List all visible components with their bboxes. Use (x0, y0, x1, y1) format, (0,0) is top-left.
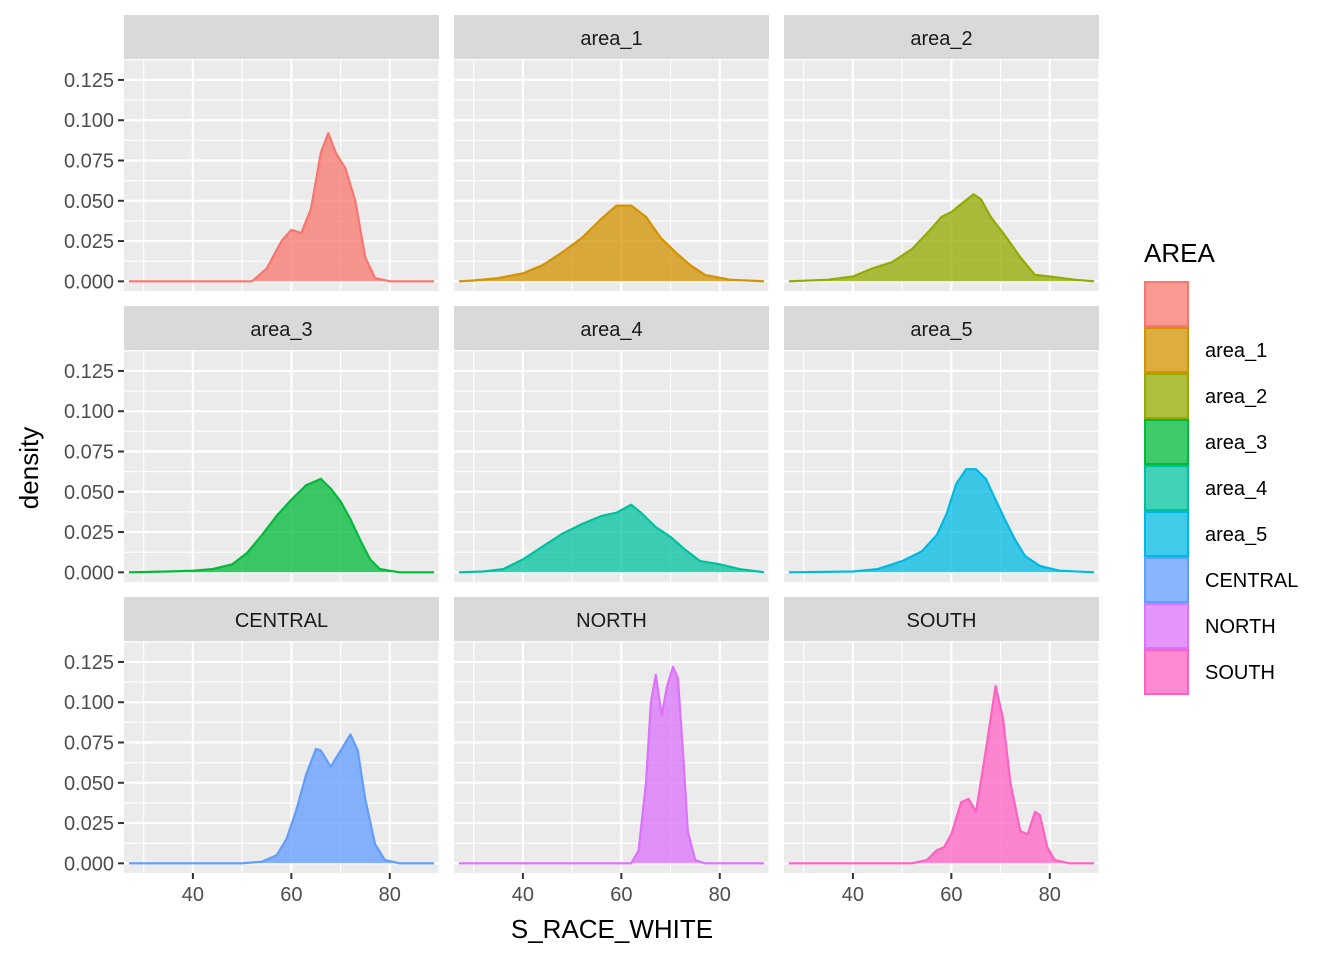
facet-strip (454, 597, 769, 641)
density-area-central (128, 734, 435, 864)
y-tick-label: 0.100 (64, 110, 114, 132)
facet-strip-label: area_3 (250, 319, 312, 341)
facet-strip-label: SOUTH (907, 610, 977, 632)
facet-strip (124, 597, 439, 641)
facet-panel-blank-0: 0.000 0.025 0.050 0.075 0.100 0.125 (64, 15, 440, 293)
legend-label-area-5: area_5 (1205, 524, 1267, 546)
y-tick-label: 0.025 (64, 813, 114, 835)
x-tick-label: 80 (709, 884, 731, 906)
legend-label-south: SOUTH (1205, 662, 1275, 684)
legend: AREA area_1 area_2 area_3 area_4 area_5 CENTR… (1144, 238, 1298, 695)
y-tick-label: 0.025 (64, 522, 114, 544)
density-area-area-3 (128, 478, 435, 573)
panel-background (784, 641, 1099, 873)
facet-strip-label: area_2 (910, 28, 972, 50)
x-tick-label: 60 (280, 884, 302, 906)
density-line-area-4 (458, 503, 765, 574)
facet-panel-south: SOUTH 40 60 80 (784, 597, 1100, 906)
facet-panel-central: CENTRAL 0.000 0.025 0.050 0.075 0.100 0.125 40 6… (64, 597, 440, 906)
y-axis-title: density (14, 427, 44, 509)
legend-key-south (1144, 649, 1189, 695)
x-axis-title: S_RACE_WHITE (511, 914, 713, 944)
y-tick-label: 0.125 (64, 652, 114, 674)
facet-panel-area-1: area_1 (454, 15, 770, 291)
y-tick-label: 0.000 (64, 271, 114, 293)
density-area-area-4 (458, 504, 765, 573)
facet-strip (784, 306, 1099, 350)
density-area-blank-0 (128, 133, 435, 282)
y-tick-label: 0.125 (64, 70, 114, 92)
density-line-central (128, 733, 435, 865)
facet-strip-label: area_4 (580, 319, 642, 341)
facet-strip (784, 15, 1099, 59)
y-tick-label: 0.100 (64, 692, 114, 714)
facet-strip-label: NORTH (576, 610, 647, 632)
density-line-south (788, 685, 1095, 865)
x-tick-label: 60 (940, 884, 962, 906)
y-tick-label: 0.075 (64, 442, 114, 464)
x-tick-label: 40 (842, 884, 864, 906)
x-tick-label: 80 (379, 884, 401, 906)
facet-panel-area-5: area_5 (784, 306, 1100, 582)
facet-strip-label: area_1 (580, 28, 642, 50)
density-line-area-2 (788, 193, 1095, 283)
legend-key-area-4 (1144, 465, 1189, 511)
y-tick-label: 0.025 (64, 231, 114, 253)
facet-strip (454, 306, 769, 350)
density-area-area-5 (788, 469, 1095, 573)
legend-label-central: CENTRAL (1205, 570, 1298, 592)
legend-label-area-2: area_2 (1205, 386, 1267, 408)
y-tick-label: 0.050 (64, 482, 114, 504)
density-line-area-3 (128, 477, 435, 574)
facet-strip (784, 597, 1099, 641)
density-area-area-2 (788, 194, 1095, 282)
facet-strip-label: CENTRAL (235, 610, 328, 632)
x-tick-label: 60 (610, 884, 632, 906)
legend-title: AREA (1144, 238, 1215, 268)
y-tick-label: 0.075 (64, 733, 114, 755)
y-tick-label: 0.125 (64, 361, 114, 383)
density-line-area-5 (788, 468, 1095, 574)
facet-strip (124, 306, 439, 350)
facet-strip-label: area_5 (910, 319, 972, 341)
facet-strip (124, 15, 439, 59)
legend-label-area-3: area_3 (1205, 432, 1267, 454)
density-line-north (458, 665, 765, 865)
legend-key-blank-0 (1144, 281, 1189, 327)
facet-panel-area-3: area_3 0.000 0.025 0.050 0.075 0.100 0.125 (64, 306, 440, 584)
facet-strip (454, 15, 769, 59)
y-tick-label: 0.100 (64, 401, 114, 423)
legend-key-area-2 (1144, 373, 1189, 419)
panel-background (454, 641, 769, 873)
y-tick-label: 0.000 (64, 562, 114, 584)
panel-background (124, 641, 439, 873)
legend-key-area-5 (1144, 511, 1189, 557)
y-tick-label: 0.050 (64, 773, 114, 795)
density-area-area-1 (458, 205, 765, 282)
legend-label-area-4: area_4 (1205, 478, 1267, 500)
density-line-blank-0 (128, 132, 435, 283)
x-tick-label: 40 (182, 884, 204, 906)
facet-panel-area-2: area_2 (784, 15, 1100, 291)
y-tick-label: 0.000 (64, 853, 114, 875)
y-tick-label: 0.050 (64, 191, 114, 213)
legend-key-central (1144, 557, 1189, 603)
legend-label-area-1: area_1 (1205, 340, 1267, 362)
x-tick-label: 80 (1039, 884, 1061, 906)
density-line-area-1 (458, 204, 765, 283)
legend-key-area-1 (1144, 327, 1189, 373)
facet-panel-north: NORTH 40 60 80 (454, 597, 770, 906)
legend-key-north (1144, 603, 1189, 649)
facet-panel-area-4: area_4 (454, 306, 770, 582)
y-tick-label: 0.075 (64, 151, 114, 173)
legend-key-area-3 (1144, 419, 1189, 465)
legend-label-north: NORTH (1205, 616, 1276, 638)
x-tick-label: 40 (512, 884, 534, 906)
